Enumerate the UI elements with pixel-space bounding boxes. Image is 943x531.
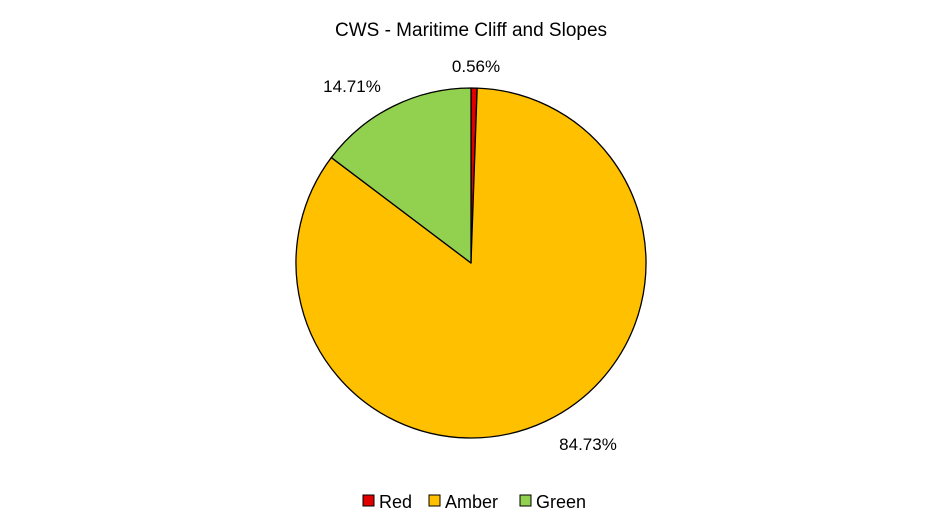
pie-slices [295,87,647,439]
data-label-green: 14.71% [323,77,381,96]
chart-title: CWS - Maritime Cliff and Slopes [335,20,607,41]
pie-slice-green [330,87,472,264]
legend-label-green: Green [536,492,586,512]
legend-swatch-green [519,494,532,507]
legend-swatch-amber [428,494,441,507]
legend: Red Amber Green [362,492,586,512]
legend-label-amber: Amber [445,492,498,512]
data-label-amber: 84.73% [559,435,617,454]
legend-label-red: Red [379,492,412,512]
legend-swatch-red [362,494,375,507]
pie-data-labels: 0.56% 84.73% 14.71% [323,57,617,454]
data-label-red: 0.56% [452,57,500,76]
